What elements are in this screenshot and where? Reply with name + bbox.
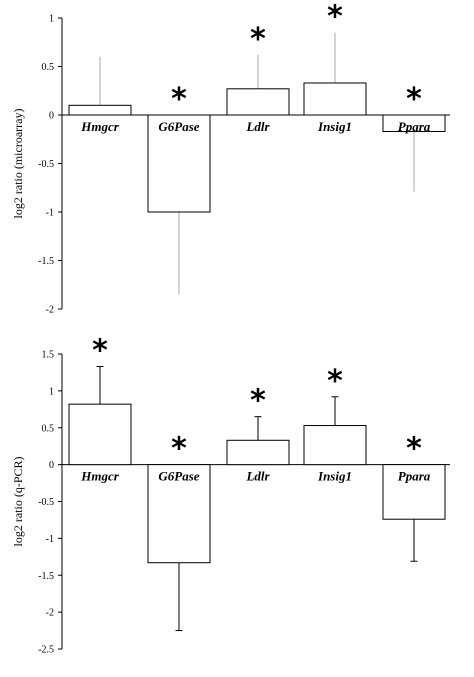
y-tick-label: 1 xyxy=(49,14,54,25)
category-label: Ldlr xyxy=(245,119,270,134)
category-label: Insig1 xyxy=(317,119,352,134)
category-label: G6Pase xyxy=(158,119,199,134)
category-label: Insig1 xyxy=(317,469,352,484)
significance-star: * xyxy=(406,432,422,467)
significance-star: * xyxy=(250,384,266,419)
bar-ldlr xyxy=(226,88,290,116)
y-tick-label: -1.5 xyxy=(38,571,54,582)
y-tick-label: 1.5 xyxy=(42,350,55,361)
bar-hmgcr xyxy=(68,403,132,466)
y-tick-label: -1 xyxy=(46,208,54,219)
y-tick-label: -0.5 xyxy=(38,497,54,508)
bar-insig1 xyxy=(303,425,367,466)
y-tick-label: 1 xyxy=(49,386,54,397)
significance-star: * xyxy=(327,364,343,399)
y-tick-label: -2.5 xyxy=(38,645,54,656)
y-tick-label: 0.5 xyxy=(42,62,55,73)
significance-star: * xyxy=(250,22,266,57)
y-axis-label: log2 ratio (q-PCR) xyxy=(11,457,25,547)
significance-star: * xyxy=(92,334,108,369)
y-tick-label: 0 xyxy=(49,111,54,122)
bar-hmgcr xyxy=(68,104,132,116)
y-tick-label: -2 xyxy=(46,608,54,619)
bar-ldlr xyxy=(226,439,290,466)
category-label: Hmgcr xyxy=(80,469,119,484)
y-tick-label: -1.5 xyxy=(38,256,54,267)
y-tick-label: 0.5 xyxy=(42,423,55,434)
y-tick-label: -1 xyxy=(46,534,54,545)
bar-insig1 xyxy=(303,82,367,116)
significance-star: * xyxy=(171,432,187,467)
bar-g6pase xyxy=(147,464,211,564)
bar-ppara xyxy=(382,114,446,132)
y-axis-label: log2 ratio (microarray) xyxy=(11,109,25,219)
bar-g6pase xyxy=(147,114,211,213)
significance-star: * xyxy=(406,82,422,117)
y-tick-label: 0 xyxy=(49,460,54,471)
category-label: Ldlr xyxy=(245,469,270,484)
significance-star: * xyxy=(327,0,343,35)
y-tick-label: -0.5 xyxy=(38,159,54,170)
category-label: G6Pase xyxy=(158,469,199,484)
microarray-chart: 1 0.5 0 -0.5 -1 -1.5 -2 log2 ratio (microarray)… xyxy=(11,0,450,316)
category-label: Ppara xyxy=(398,119,431,134)
category-label: Ppara xyxy=(398,469,431,484)
qpcr-chart: 1.5 1 0.5 0 -0.5 -1 -1.5 -2 -2.5 log2 ratio (q-PC… xyxy=(11,334,450,656)
category-label: Hmgcr xyxy=(80,119,119,134)
significance-star: * xyxy=(171,82,187,117)
bar-ppara xyxy=(382,464,446,520)
y-tick-label: -2 xyxy=(46,305,54,316)
